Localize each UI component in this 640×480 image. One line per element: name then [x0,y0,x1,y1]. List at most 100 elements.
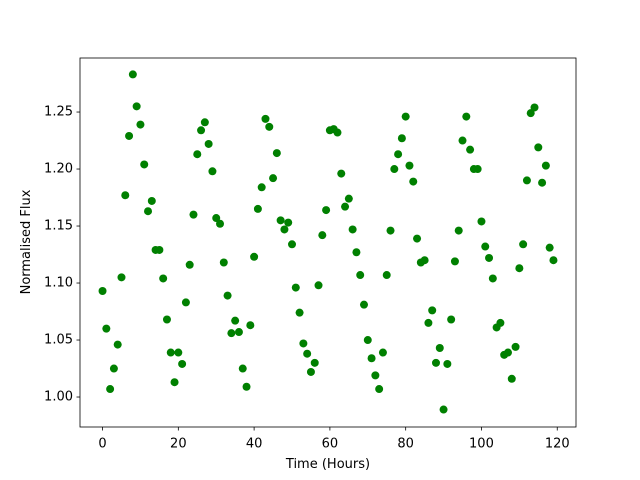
scatter-point [166,348,175,357]
scatter-point [359,300,368,309]
scatter-point [208,167,217,176]
scatter-point [356,271,365,280]
y-axis-label: Normalised Flux [19,189,34,294]
scatter-point [132,102,141,111]
scatter-point [344,194,353,203]
scatter-point [303,349,312,358]
scatter-point [443,359,452,368]
scatter-point [530,103,539,112]
scatter-point [144,207,153,216]
x-tick-label: 40 [246,437,263,452]
scatter-point [401,112,410,121]
y-tick-label: 1.00 [44,390,73,405]
scatter-point [394,150,403,159]
x-tick-label: 60 [322,437,339,452]
x-tick-label: 100 [469,437,494,452]
scatter-point [98,287,107,296]
scatter-point [367,354,376,363]
scatter-point [390,165,399,174]
scatter-point [439,405,448,414]
scatter-point [253,204,262,213]
scatter-point [322,206,331,215]
scatter-point [386,226,395,235]
y-tick-label: 1.25 [44,105,73,120]
scatter-point [246,321,255,330]
scatter-point [306,367,315,376]
scatter-point [337,169,346,178]
scatter-point [318,231,327,240]
scatter-point [242,382,251,391]
scatter-point [170,378,179,387]
scatter-point [272,149,281,158]
scatter-point [545,243,554,252]
scatter-point [185,260,194,269]
scatter-point [481,242,490,251]
scatter-point [113,340,122,349]
scatter-point [477,217,486,226]
scatter-point [435,344,444,353]
scatter-point [136,120,145,129]
scatter-point [219,258,228,267]
scatter-point [382,271,391,280]
scatter-point [538,178,547,187]
scatter-point [371,371,380,380]
scatter-point [227,329,236,338]
x-tick-label: 80 [397,437,414,452]
scatter-point [458,136,467,145]
scatter-point [496,318,505,327]
scatter-point [204,139,213,148]
y-tick-label: 1.20 [44,162,73,177]
scatter-point [473,165,482,174]
scatter-point [549,256,558,265]
scatter-point [314,281,323,290]
scatter-point [413,234,422,243]
x-tick-label: 20 [170,437,187,452]
scatter-point [485,253,494,262]
scatter-point [276,216,285,225]
scatter-point [189,210,198,219]
scatter-point [155,245,164,254]
scatter-point [519,240,528,249]
scatter-point [541,161,550,170]
scatter-point [333,128,342,137]
scatter-point [125,131,134,140]
scatter-point [341,202,350,211]
scatter-point [102,324,111,333]
scatter-point [288,240,297,249]
scatter-point [181,298,190,307]
scatter-point [238,364,247,373]
scatter-point [162,315,171,324]
scatter-point [106,385,115,394]
scatter-point [375,385,384,394]
scatter-point [511,342,520,351]
scatter-point [223,291,232,300]
scatter-point [534,143,543,152]
scatter-point [299,339,308,348]
scatter-point [231,316,240,325]
scatter-point [117,273,126,282]
scatter-point [109,364,118,373]
scatter-point [378,348,387,357]
scatter-point [522,176,531,185]
scatter-point [428,306,437,315]
scatter-point [140,160,149,169]
scatter-point [503,348,512,357]
scatter-point [431,358,440,367]
x-tick-label: 120 [545,437,570,452]
scatter-point [121,191,130,200]
scatter-point [257,183,266,192]
scatter-point [147,196,156,205]
axes-frame [79,57,577,428]
scatter-point [280,225,289,234]
x-axis-label: Time (Hours) [285,457,370,472]
y-tick-label: 1.15 [44,219,73,234]
scatter-point [128,70,137,79]
scatter-point [174,348,183,357]
scatter-point [212,214,221,223]
scatter-point [291,283,300,292]
scatter-point [234,328,243,337]
scatter-point [310,358,319,367]
scatter-point [363,336,372,345]
scatter-point [200,118,209,127]
scatter-point [397,134,406,143]
